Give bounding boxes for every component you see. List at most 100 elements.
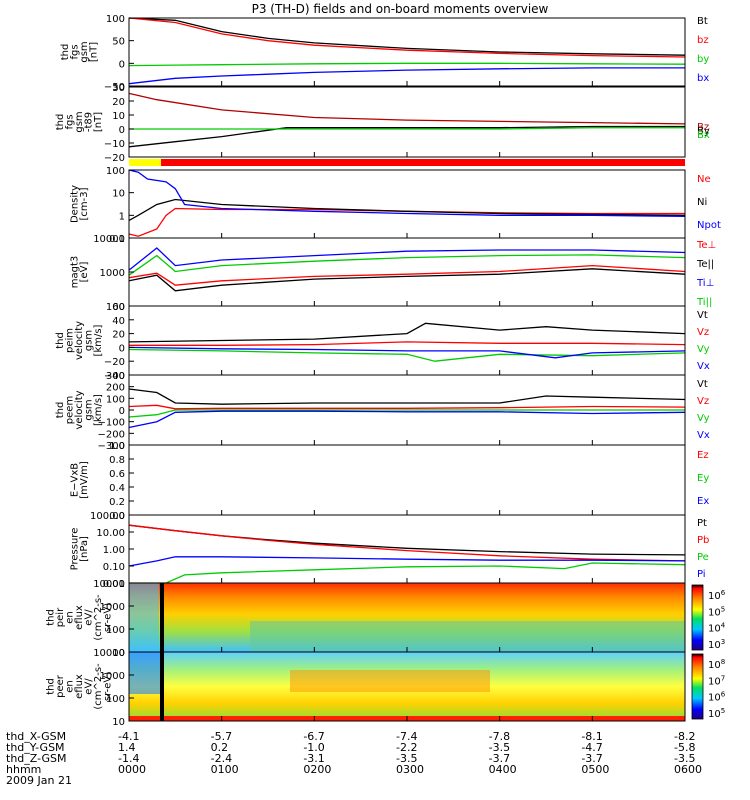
ephem-value: -3.5: [489, 741, 510, 754]
y-tick-label: −10: [104, 139, 125, 150]
y-tick-label: 10: [112, 717, 125, 728]
spectrogram-band: [290, 670, 490, 692]
y-axis-label: peir: [55, 607, 66, 627]
y-tick-label: 0.6: [109, 469, 125, 480]
ephem-value: 0.2: [211, 741, 229, 754]
y-tick-label: 0.8: [109, 455, 125, 466]
colorbar-tick: 105: [708, 707, 725, 720]
ephem-value: -5.7: [211, 730, 232, 743]
y-tick-label: 300: [106, 371, 125, 382]
ephem-value: -5.8: [674, 741, 695, 754]
panel-7: Pt Pb Pe Pi 100.00 10.00 1.00 0.10 0.01 Pressure[…: [69, 511, 709, 590]
ephem-value: 0100: [211, 763, 239, 776]
y-tick-label: 50: [112, 37, 125, 48]
y-axis-label: en: [65, 611, 76, 624]
y-axis-label: (cm^2-s-: [93, 663, 104, 710]
series-Npot-line: [128, 169, 686, 218]
y-axis-label: [eV]: [79, 262, 90, 283]
y-tick-label: 100: [106, 166, 125, 177]
legend-te: Te||: [696, 259, 714, 270]
legend-ey: Ey: [697, 473, 709, 484]
y-tick-label: 0: [119, 59, 125, 70]
legend-bx: bx: [697, 73, 709, 84]
series-Vz-line: [128, 404, 686, 410]
y-tick-label: 0: [119, 406, 125, 417]
y-axis-label: [nPa]: [79, 536, 90, 562]
data-gap: [160, 652, 164, 721]
ephem-value: -6.7: [303, 730, 324, 743]
legend-te: Te⊥: [696, 240, 716, 251]
ephem-value: 0300: [396, 763, 424, 776]
y-tick-label: 100: [106, 694, 125, 705]
panels-group: Btbzbybx100500−50thdfgsgsm[nT]BzByBx3020…: [46, 14, 726, 728]
y-tick-label: 0.0: [109, 511, 125, 522]
y-axis-label: sr-eV): [103, 603, 114, 632]
colorbar-tick: 106: [708, 691, 726, 704]
y-tick-label: 20: [112, 97, 125, 108]
legend-by: by: [697, 54, 709, 65]
ephem-value: -3.7: [489, 752, 510, 765]
legend-bz: Bz: [697, 122, 709, 133]
y-axis-label: (cm^2-s-: [93, 594, 104, 641]
y-axis-label: [km/s]: [93, 394, 104, 426]
y-axis-label: [km/s]: [93, 324, 104, 356]
y-axis-label: gsm: [84, 330, 95, 351]
legend-vt: Vt: [697, 379, 708, 390]
y-axis-label: gsm: [84, 399, 95, 420]
ephem-value: -2.4: [211, 752, 232, 765]
legend-vt: Vt: [697, 310, 708, 321]
y-tick-label: 0.2: [109, 497, 125, 508]
legend-ni: Ni: [697, 197, 707, 208]
y-axis-label: thd: [46, 609, 57, 626]
ephem-value: 0000: [118, 763, 146, 776]
y-axis-label: velocity: [74, 321, 85, 360]
legend-vx: Vx: [697, 361, 710, 372]
legend-npot: Npot: [697, 220, 721, 231]
ephem-value: -1.4: [118, 752, 139, 765]
y-tick-label: 1.00: [103, 545, 125, 556]
y-tick-label: 0.01: [103, 579, 125, 590]
y-axis-label: thd: [46, 678, 57, 695]
panel-4: Vt Vz Vy Vx 60 40 20 0 −20 −40 thdpeimvelocitygsm[…: [55, 302, 710, 382]
series-Te-line: [128, 268, 686, 292]
panel-frame-6: [128, 444, 686, 516]
y-tick-label: 10000: [93, 579, 125, 590]
y-tick-label: 0: [119, 343, 125, 354]
series-Bz-line: [128, 92, 686, 125]
panel-frame-0: [128, 17, 686, 87]
y-axis-label: thd: [55, 114, 66, 131]
y-axis-label: [nT]: [88, 42, 99, 62]
legend-vy: Vy: [697, 344, 710, 355]
legend-vz: Vz: [697, 327, 709, 338]
y-tick-label: −50: [104, 82, 125, 93]
y-axis-label: eflux: [74, 674, 85, 699]
ephem-value: 1.4: [118, 741, 136, 754]
ephem-label-z: thd_Z-GSM: [6, 752, 66, 765]
ephem-value: -3.5: [674, 752, 695, 765]
y-tick-label: −40: [104, 371, 125, 382]
ephem-label-y: thd_Y-GSM: [6, 741, 65, 754]
colorbar-tick: 107: [708, 674, 725, 687]
y-tick-label: 100: [106, 394, 125, 405]
colorbar-tick: 103: [708, 638, 725, 651]
y-tick-label: 10: [112, 111, 125, 122]
y-axis-label: thd: [55, 332, 66, 349]
y-axis-label: eV/: [84, 609, 95, 626]
series-bx-line: [128, 67, 685, 85]
y-axis-label: eflux: [74, 605, 85, 630]
y-tick-label: 10000: [93, 234, 125, 245]
legend-vz: Vz: [697, 396, 709, 407]
y-tick-label: 200: [106, 383, 125, 394]
figure-title: P3 (TH-D) fields and on-board moments ov…: [252, 2, 549, 16]
y-tick-label: 60: [112, 302, 125, 313]
y-axis-label: fgs: [65, 114, 76, 129]
y-axis-label: -t89: [84, 112, 95, 132]
legend-bt: Bt: [697, 16, 708, 27]
y-tick-label: 1000: [100, 671, 125, 682]
date-label: 2009 Jan 21: [6, 774, 72, 787]
panel-2: Ne Ni Npot 100 10 1 0.1 Density[cm-3]: [69, 166, 721, 245]
y-tick-label: 100: [106, 625, 125, 636]
series-by-line: [128, 62, 686, 67]
